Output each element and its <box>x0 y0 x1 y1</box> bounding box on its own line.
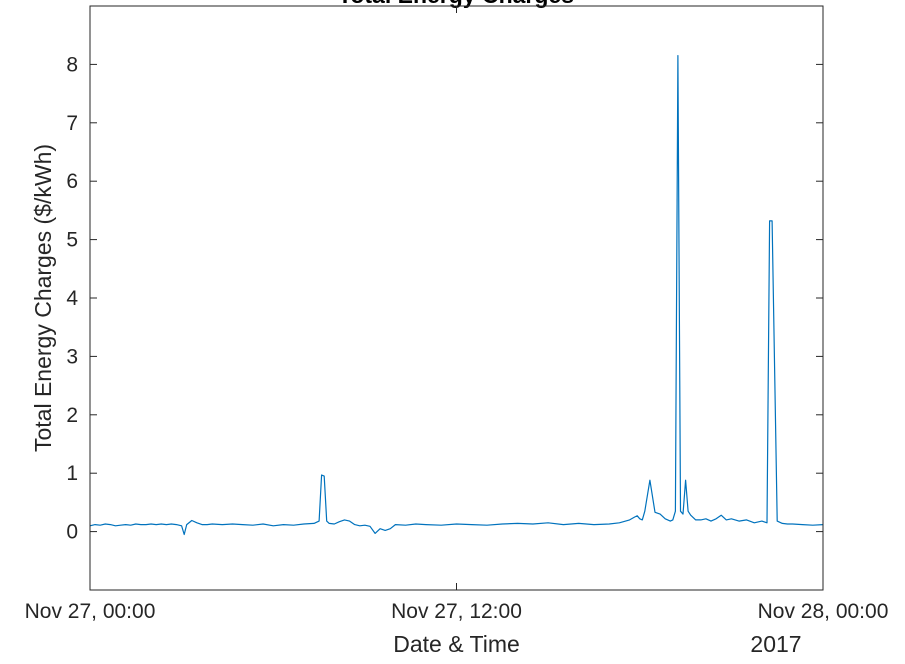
y-tick-label: 6 <box>66 170 78 193</box>
axes-box <box>89 5 824 591</box>
y-axis-ticks: 0 1 2 3 4 5 6 7 8 <box>66 53 823 544</box>
y-tick-label: 5 <box>66 229 78 252</box>
y-tick-label: 8 <box>66 53 78 76</box>
y-axis-label: Total Energy Charges ($/kWh) <box>30 144 56 452</box>
x-axis-label: Date & Time <box>393 631 520 657</box>
x-axis-year-label: 2017 <box>750 631 801 657</box>
y-tick-label: 0 <box>66 521 78 544</box>
x-tick-label: Nov 27, 00:00 <box>25 600 156 623</box>
plot-area <box>89 55 824 536</box>
y-tick-label: 2 <box>66 404 78 427</box>
x-tick-label: Nov 28, 00:00 <box>758 600 889 623</box>
x-axis-ticks: Nov 27, 00:00 Nov 27, 12:00 Nov 28, 00:00 <box>25 6 889 623</box>
chart-title: Total Energy Charges <box>338 0 574 8</box>
series-line-total-energy-charges <box>89 55 824 536</box>
y-tick-label: 4 <box>66 287 78 310</box>
y-tick-label: 3 <box>66 345 78 368</box>
y-tick-label: 1 <box>66 462 78 485</box>
x-tick-label: Nov 27, 12:00 <box>391 600 522 623</box>
y-tick-label: 7 <box>66 112 78 135</box>
